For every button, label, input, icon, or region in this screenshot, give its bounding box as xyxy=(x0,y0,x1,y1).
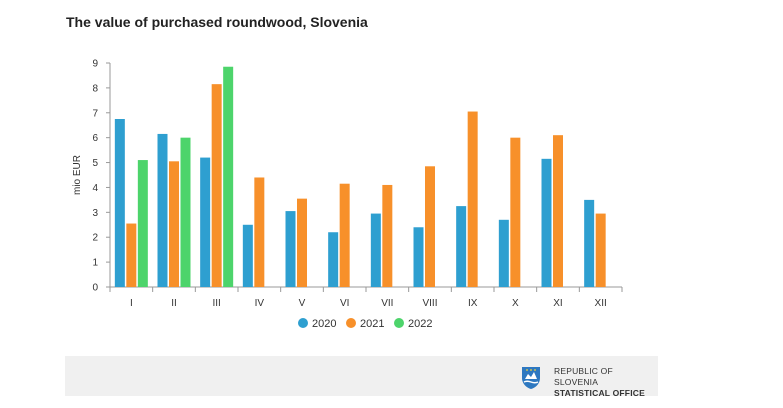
office-name: REPUBLIC OF SLOVENIA STATISTICAL OFFICE xyxy=(554,366,658,399)
bar-2020-VIII xyxy=(413,227,424,287)
legend-marker-2021 xyxy=(346,318,356,328)
y-tick-label: 8 xyxy=(92,83,98,94)
x-tick-label: II xyxy=(171,298,177,309)
x-tick-label: III xyxy=(212,298,220,309)
bar-2020-IV xyxy=(242,224,253,287)
bar-2021-V xyxy=(297,198,307,287)
legend-label-2020: 2020 xyxy=(312,318,336,330)
bar-2020-VII xyxy=(370,213,381,287)
legend-marker-2020 xyxy=(298,318,308,328)
y-tick-label: 6 xyxy=(92,133,98,144)
bar-2021-IV xyxy=(254,177,265,287)
bar-2021-I xyxy=(126,223,137,287)
slovenia-coat-of-arms-icon xyxy=(522,367,540,389)
bar-2020-X xyxy=(498,219,509,287)
bar-2020-II xyxy=(157,133,168,287)
bar-2020-IX xyxy=(456,206,467,287)
y-tick-label: 1 xyxy=(92,258,98,269)
chart-title: The value of purchased roundwood, Sloven… xyxy=(66,14,368,30)
x-tick-label: VII xyxy=(381,298,393,309)
bar-2020-XII xyxy=(584,199,595,287)
bar-2020-XI xyxy=(541,158,552,287)
bar-2021-XII xyxy=(595,213,606,287)
bar-2020-III xyxy=(200,157,211,287)
bar-2020-VI xyxy=(328,232,339,287)
bar-2021-III xyxy=(211,84,222,288)
footer-bar: REPUBLIC OF SLOVENIA STATISTICAL OFFICE xyxy=(65,356,658,399)
bar-2021-VII xyxy=(382,184,393,287)
legend-marker-2022 xyxy=(394,318,404,328)
y-tick-label: 4 xyxy=(92,183,98,194)
y-tick-label: 2 xyxy=(92,233,98,244)
x-tick-label: IX xyxy=(468,298,478,309)
x-tick-label: XII xyxy=(595,298,607,309)
x-tick-label: IV xyxy=(255,298,265,309)
office-name-line1: REPUBLIC OF SLOVENIA xyxy=(554,366,613,387)
bar-2021-XI xyxy=(553,135,563,287)
x-tick-label: VI xyxy=(340,298,349,309)
bar-2022-III xyxy=(223,66,234,287)
x-tick-label: X xyxy=(512,298,519,309)
bar-2020-I xyxy=(114,119,125,287)
y-tick-label: 0 xyxy=(92,283,98,294)
x-tick-label: XI xyxy=(553,298,562,309)
y-tick-label: 3 xyxy=(92,208,98,219)
bar-2021-II xyxy=(169,161,179,287)
x-tick-label: VIII xyxy=(422,298,437,309)
bar-2021-X xyxy=(510,137,521,287)
bar-2021-IX xyxy=(467,111,478,288)
bar-2021-VIII xyxy=(425,166,435,287)
office-name-line2: STATISTICAL OFFICE xyxy=(554,388,645,398)
y-tick-label: 7 xyxy=(92,108,98,119)
bar-2022-II xyxy=(180,137,191,287)
legend-label-2021: 2021 xyxy=(360,318,384,330)
x-tick-label: I xyxy=(130,298,133,309)
bar-2022-I xyxy=(137,160,148,287)
x-tick-label: V xyxy=(299,298,306,309)
bar-2020-V xyxy=(285,211,296,287)
y-tick-label: 5 xyxy=(92,158,98,169)
legend-label-2022: 2022 xyxy=(408,318,432,330)
y-axis-title: mio EUR xyxy=(72,155,83,195)
y-tick-label: 9 xyxy=(92,59,98,70)
bar-2021-VI xyxy=(339,183,350,287)
